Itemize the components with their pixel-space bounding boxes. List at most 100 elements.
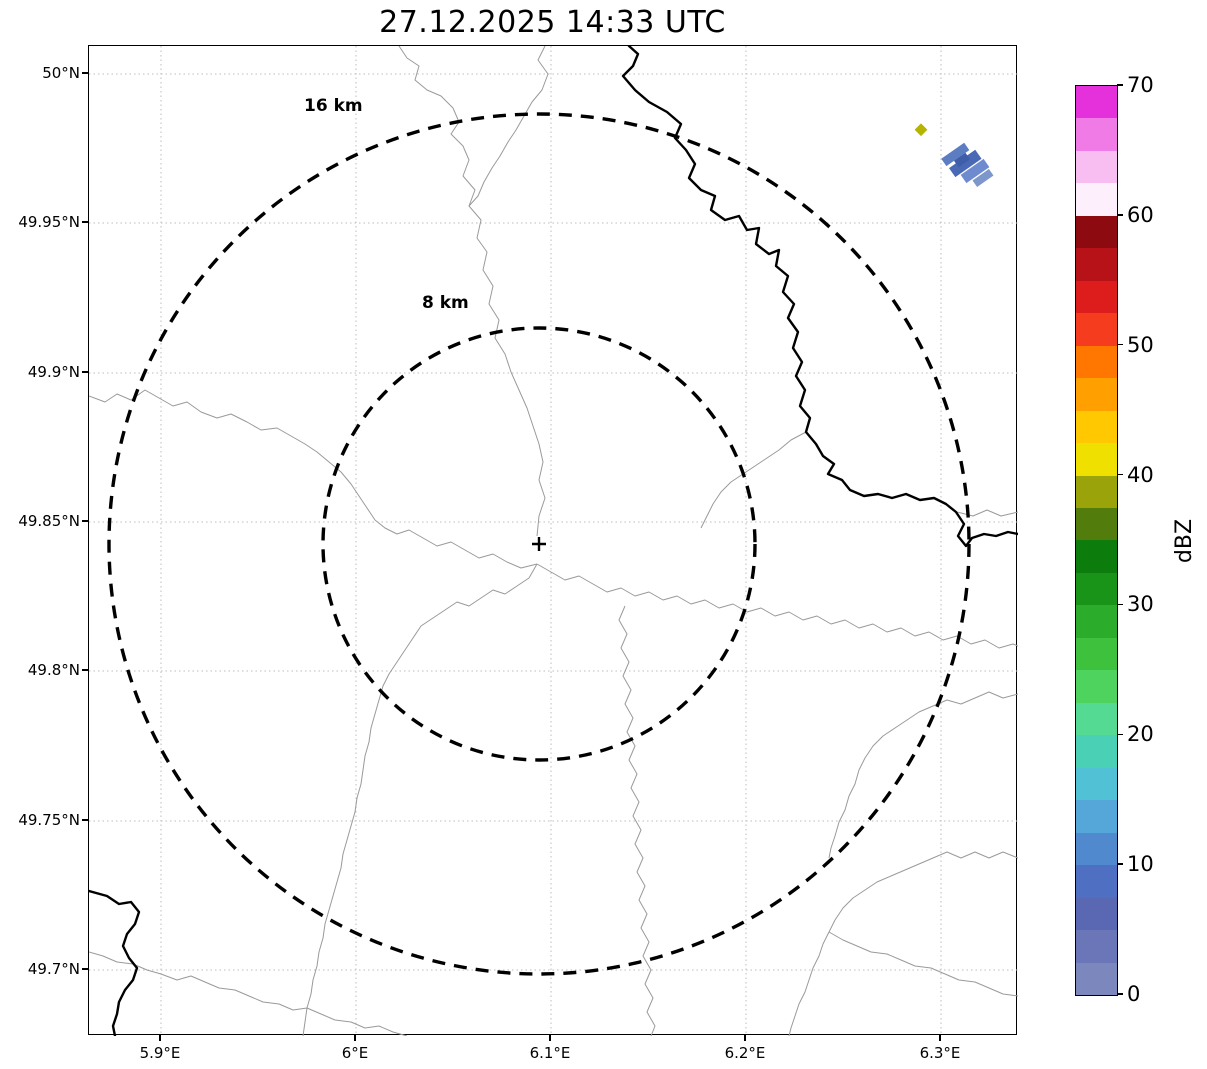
grid-lines [89, 46, 1018, 1036]
colorbar-swatch [1076, 313, 1117, 346]
boundary-path [468, 46, 549, 207]
range-ring-label-16km: 16 km [304, 96, 363, 116]
river-path [621, 46, 1018, 548]
x-tick-label: 6°E [341, 1044, 369, 1062]
echo-cell-blue [960, 158, 990, 184]
y-tick-label: 49.85°N [18, 512, 80, 530]
colorbar-swatch [1076, 572, 1117, 606]
echo-cell-yellow [914, 123, 928, 137]
colorbar-swatch [1076, 280, 1117, 314]
x-tick-label: 6.3°E [919, 1044, 961, 1062]
colorbar-tick-label: 40 [1127, 462, 1154, 487]
boundary-path [828, 691, 1018, 859]
colorbar-swatch [1076, 637, 1117, 671]
colorbar-swatch [1076, 605, 1117, 638]
colorbar-swatch [1076, 85, 1117, 119]
colorbar-swatch [1076, 183, 1117, 216]
y-tick-mark [82, 669, 88, 671]
colorbar-swatch [1076, 410, 1117, 444]
y-tick-label: 50°N [42, 64, 80, 82]
colorbar-tick-mark [1117, 214, 1123, 216]
colorbar-swatch [1076, 702, 1117, 736]
boundary-path [89, 389, 538, 569]
x-tick-label: 6.2°E [724, 1044, 766, 1062]
colorbar-swatch [1076, 865, 1117, 898]
colorbar-swatch [1076, 345, 1117, 379]
colorbar-label: dBZ [1172, 518, 1197, 564]
colorbar-tick-mark [1117, 993, 1123, 995]
colorbar-tick-mark [1117, 863, 1123, 865]
colorbar-tick-mark [1117, 343, 1123, 346]
x-tick-mark [744, 1035, 746, 1041]
colorbar-swatch [1076, 735, 1117, 768]
boundary-lines [89, 46, 1018, 1036]
radar-site-marker [532, 537, 546, 551]
colorbar-tick-label: 10 [1127, 852, 1154, 877]
y-tick-label: 49.7°N [27, 960, 80, 978]
colorbar-swatch [1076, 800, 1117, 833]
echo-cell-blue [972, 168, 994, 188]
y-tick-label: 49.9°N [27, 363, 80, 381]
y-tick-mark [82, 371, 88, 373]
range-ring-label-8km: 8 km [422, 293, 469, 313]
colorbar-tick-mark [1117, 733, 1123, 736]
x-tick-mark [159, 1035, 161, 1041]
y-tick-mark [82, 520, 88, 522]
colorbar-tick-label: 0 [1127, 982, 1141, 1006]
colorbar-tick-label: 50 [1127, 332, 1154, 357]
boundary-path [302, 563, 538, 1036]
y-tick-label: 49.75°N [18, 811, 80, 829]
colorbar-swatch [1076, 507, 1117, 541]
colorbar-tick-mark [1117, 84, 1123, 86]
river-path [89, 889, 141, 1036]
river-lines [89, 46, 1018, 1036]
colorbar-tick-label: 30 [1127, 592, 1154, 617]
colorbar-tick-label: 60 [1127, 202, 1154, 227]
y-tick-mark [82, 968, 88, 970]
colorbar-swatch [1076, 150, 1117, 184]
colorbar-swatch [1076, 767, 1117, 801]
x-tick-mark [549, 1035, 551, 1041]
colorbar-swatch [1076, 540, 1117, 573]
map-canvas [89, 46, 1018, 1036]
echo-cell-blue [953, 152, 971, 168]
y-tick-mark [82, 72, 88, 74]
x-tick-label: 6.1°E [529, 1044, 571, 1062]
colorbar-swatch [1076, 378, 1117, 411]
colorbar-swatch [1076, 118, 1117, 151]
range-ring-16km [107, 112, 971, 976]
echo-cell-blue [949, 149, 982, 178]
echo-cell-blue [941, 142, 970, 167]
colorbar-swatch [1076, 930, 1117, 963]
colorbar-swatch [1076, 215, 1117, 249]
colorbar-swatch [1076, 832, 1117, 866]
colorbar-swatch [1076, 962, 1117, 995]
colorbar [1075, 85, 1118, 996]
colorbar-swatch [1076, 670, 1117, 703]
colorbar-tick-label: 70 [1127, 73, 1154, 97]
boundary-path [828, 931, 1018, 997]
y-tick-mark [82, 221, 88, 223]
boundary-path [788, 851, 1018, 1036]
y-tick-label: 49.95°N [18, 213, 80, 231]
colorbar-swatch [1076, 897, 1117, 931]
colorbar-swatch [1076, 248, 1117, 281]
boundary-path [618, 605, 656, 1036]
colorbar-tick-label: 20 [1127, 722, 1154, 747]
plot-title: 27.12.2025 14:33 UTC [379, 5, 726, 40]
boundary-path [536, 563, 1018, 649]
colorbar-tick-mark [1117, 603, 1123, 606]
radar-echoes [914, 123, 994, 188]
x-tick-label: 5.9°E [139, 1044, 181, 1062]
x-tick-mark [354, 1035, 356, 1041]
boundary-path [89, 951, 408, 1036]
plot-area: 16 km 8 km [88, 45, 1018, 1036]
colorbar-swatch [1076, 443, 1117, 476]
y-tick-label: 49.8°N [27, 661, 80, 679]
colorbar-tick-mark [1117, 473, 1123, 476]
boundary-path [398, 46, 546, 537]
colorbar-swatch [1076, 475, 1117, 508]
y-tick-mark [82, 819, 88, 821]
x-tick-mark [939, 1035, 941, 1041]
